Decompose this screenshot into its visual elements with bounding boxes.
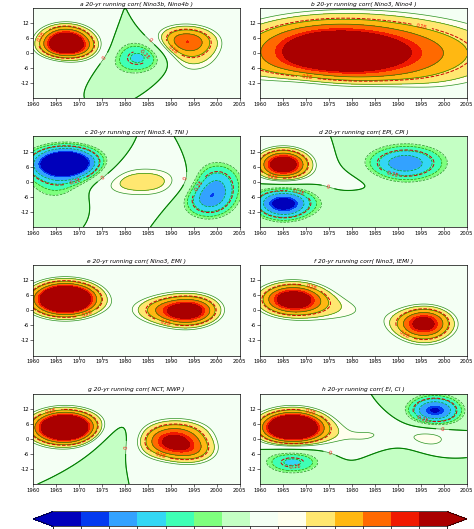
Title: h 20-yr running corr( EI, CI ): h 20-yr running corr( EI, CI ) xyxy=(322,387,405,393)
Text: 0.28: 0.28 xyxy=(267,173,278,181)
Text: 0.28: 0.28 xyxy=(301,75,313,80)
PathPatch shape xyxy=(33,512,53,526)
Text: 0: 0 xyxy=(441,426,444,432)
Title: f 20-yr running corr( Nino3, IEMI ): f 20-yr running corr( Nino3, IEMI ) xyxy=(314,259,413,264)
Text: 0: 0 xyxy=(326,184,330,190)
Text: 0: 0 xyxy=(328,450,332,456)
Text: 0: 0 xyxy=(100,175,106,180)
Title: e 20-yr running corr( Nino3, EMI ): e 20-yr running corr( Nino3, EMI ) xyxy=(87,259,186,264)
Text: -0.28: -0.28 xyxy=(292,188,305,197)
Text: -0.28: -0.28 xyxy=(193,179,204,193)
Text: 0: 0 xyxy=(123,446,128,449)
Text: 0.28: 0.28 xyxy=(399,330,410,340)
Text: -0.28: -0.28 xyxy=(138,48,151,60)
Title: a 20-yr running corr( Nino3b, Nino4b ): a 20-yr running corr( Nino3b, Nino4b ) xyxy=(80,2,193,7)
Text: 0: 0 xyxy=(183,176,189,180)
Text: -0.28: -0.28 xyxy=(68,178,82,186)
Text: 0: 0 xyxy=(101,56,107,61)
Title: b 20-yr running corr( Nino3, Nino4 ): b 20-yr running corr( Nino3, Nino4 ) xyxy=(311,2,416,7)
Text: -0.28: -0.28 xyxy=(289,463,301,470)
Title: c 20-yr running corr( Nino3.4, TNI ): c 20-yr running corr( Nino3.4, TNI ) xyxy=(85,130,188,135)
Title: g 20-yr running corr( NCT, NWP ): g 20-yr running corr( NCT, NWP ) xyxy=(88,387,184,393)
Text: 0.28: 0.28 xyxy=(159,318,171,326)
PathPatch shape xyxy=(447,512,467,526)
Text: -0.28: -0.28 xyxy=(415,414,428,424)
Text: 0.28: 0.28 xyxy=(305,408,317,416)
Text: 0.28: 0.28 xyxy=(167,43,179,54)
Title: d 20-yr running corr( EPI, CPI ): d 20-yr running corr( EPI, CPI ) xyxy=(319,130,409,135)
Text: 0.28: 0.28 xyxy=(416,23,428,30)
Text: 0.28: 0.28 xyxy=(81,310,93,318)
Text: -0.28: -0.28 xyxy=(385,170,399,179)
Text: 0.28: 0.28 xyxy=(36,30,46,42)
Text: 0.28: 0.28 xyxy=(305,283,317,291)
Text: 0: 0 xyxy=(146,37,152,43)
Text: 0.28: 0.28 xyxy=(154,452,166,460)
Text: 0.28: 0.28 xyxy=(45,407,57,415)
